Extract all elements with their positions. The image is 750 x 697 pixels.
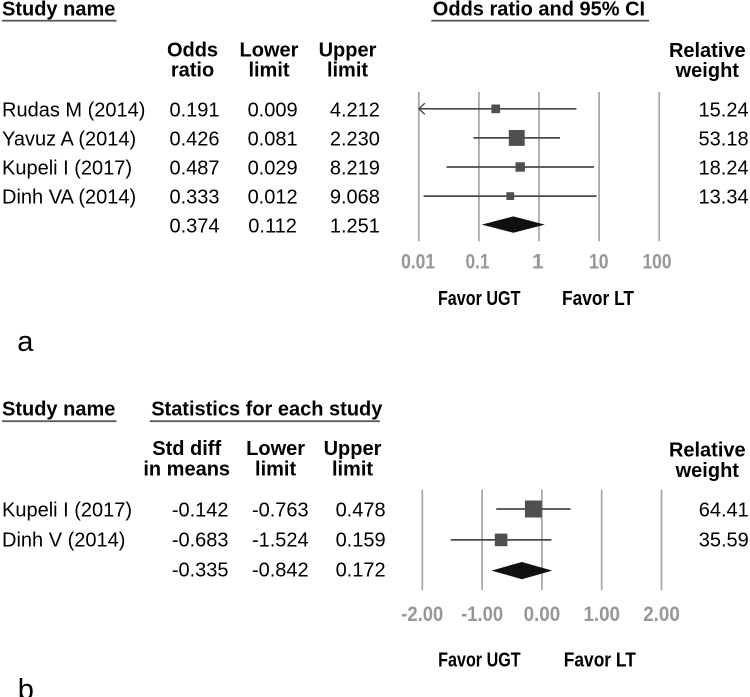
svg-text:8.219: 8.219 — [330, 158, 380, 180]
svg-text:64.41: 64.41 — [699, 499, 749, 521]
svg-text:limit: limit — [327, 60, 368, 82]
svg-text:Lower: Lower — [246, 438, 305, 460]
svg-text:limit: limit — [332, 459, 373, 481]
svg-text:18.24: 18.24 — [699, 158, 749, 180]
svg-text:0.426: 0.426 — [169, 128, 219, 150]
svg-text:Study name: Study name — [2, 0, 115, 21]
svg-text:0.029: 0.029 — [248, 158, 298, 180]
svg-text:0.00: 0.00 — [524, 603, 561, 626]
svg-text:53.18: 53.18 — [699, 128, 749, 150]
svg-text:0.112: 0.112 — [248, 216, 297, 238]
svg-text:-0.335: -0.335 — [172, 559, 229, 581]
svg-text:13.34: 13.34 — [699, 187, 749, 209]
svg-text:1.00: 1.00 — [583, 603, 620, 626]
svg-text:0.487: 0.487 — [169, 158, 219, 180]
svg-text:10: 10 — [589, 251, 609, 274]
svg-text:Rudas M (2014): Rudas M (2014) — [2, 99, 145, 121]
svg-text:-0.763: -0.763 — [252, 499, 309, 521]
svg-text:Statistics for each study: Statistics for each study — [151, 399, 383, 421]
svg-text:Kupeli I (2017): Kupeli I (2017) — [2, 158, 132, 180]
svg-text:Relative: Relative — [669, 440, 746, 462]
svg-text:4.212: 4.212 — [330, 99, 380, 121]
svg-text:Upper: Upper — [319, 40, 377, 62]
svg-text:0.1: 0.1 — [466, 251, 490, 274]
svg-text:-2.00: -2.00 — [401, 603, 443, 626]
svg-text:Favor UGT: Favor UGT — [438, 288, 521, 310]
svg-text:1: 1 — [532, 251, 544, 274]
svg-text:Odds: Odds — [167, 40, 218, 62]
svg-text:2.230: 2.230 — [330, 128, 380, 150]
svg-text:0.012: 0.012 — [248, 187, 298, 209]
svg-text:b: b — [18, 674, 34, 697]
svg-text:0.01: 0.01 — [401, 251, 435, 274]
svg-text:Odds ratio and 95% CI: Odds ratio and 95% CI — [433, 0, 645, 21]
svg-text:1.251: 1.251 — [330, 216, 380, 238]
svg-text:weight: weight — [675, 60, 740, 82]
svg-text:Yavuz A (2014): Yavuz A (2014) — [2, 128, 136, 150]
svg-text:0.081: 0.081 — [248, 128, 298, 150]
svg-text:0.478: 0.478 — [336, 499, 386, 521]
svg-text:Favor LT: Favor LT — [562, 288, 634, 310]
svg-text:weight: weight — [675, 460, 740, 482]
svg-text:0.374: 0.374 — [169, 216, 219, 238]
svg-text:-0.842: -0.842 — [252, 559, 309, 581]
svg-text:0.009: 0.009 — [248, 99, 298, 121]
svg-text:0.333: 0.333 — [169, 187, 219, 209]
svg-text:-0.142: -0.142 — [172, 499, 229, 521]
svg-text:35.59: 35.59 — [699, 530, 749, 552]
svg-text:limit: limit — [255, 459, 296, 481]
svg-text:Lower: Lower — [240, 40, 299, 62]
svg-text:Relative: Relative — [669, 40, 746, 62]
svg-text:-1.00: -1.00 — [461, 603, 503, 626]
svg-text:a: a — [17, 326, 34, 358]
svg-text:-1.524: -1.524 — [252, 530, 309, 552]
svg-text:Study name: Study name — [2, 399, 115, 421]
svg-text:Dinh V (2014): Dinh V (2014) — [2, 530, 125, 552]
svg-text:0.172: 0.172 — [336, 559, 386, 581]
svg-text:100: 100 — [643, 251, 672, 274]
svg-text:in means: in means — [143, 459, 230, 481]
svg-text:0.191: 0.191 — [169, 99, 219, 121]
svg-text:Kupeli I (2017): Kupeli I (2017) — [2, 499, 132, 521]
svg-text:-0.683: -0.683 — [172, 530, 229, 552]
svg-text:Std diff: Std diff — [152, 438, 221, 460]
svg-text:Favor LT: Favor LT — [564, 650, 636, 672]
svg-text:limit: limit — [248, 60, 289, 82]
svg-text:Upper: Upper — [324, 438, 382, 460]
svg-text:Favor UGT: Favor UGT — [438, 650, 521, 672]
svg-text:2.00: 2.00 — [643, 603, 680, 626]
svg-text:0.159: 0.159 — [336, 530, 386, 552]
svg-text:15.24: 15.24 — [699, 99, 749, 121]
svg-text:ratio: ratio — [171, 60, 214, 82]
svg-text:9.068: 9.068 — [330, 187, 380, 209]
svg-text:Dinh VA (2014): Dinh VA (2014) — [2, 187, 136, 209]
